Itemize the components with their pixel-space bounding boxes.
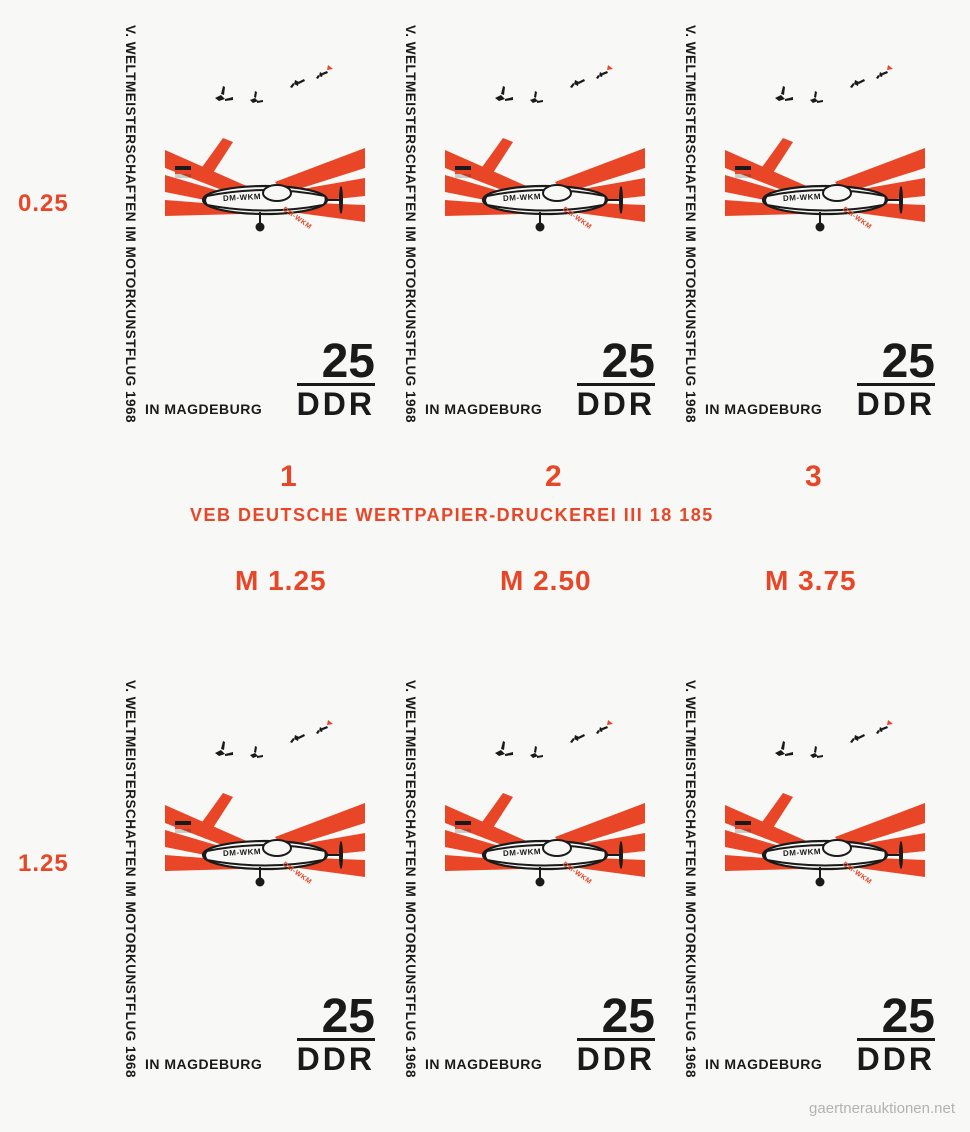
denomination-block: 25 DDR bbox=[577, 340, 655, 420]
column-number-1: 1 bbox=[280, 460, 297, 494]
plane-artwork: DM-WKM DM-WKM bbox=[725, 715, 925, 915]
column-number-3: 3 bbox=[805, 460, 822, 494]
sheet-gutter: 1 2 3 VEB DEUTSCHE WERTPAPIER-DRUCKEREI … bbox=[0, 450, 970, 650]
denomination-value: 25 bbox=[577, 340, 655, 386]
main-plane-icon bbox=[725, 120, 925, 260]
stamp-vertical-text: V. WELTMEISTERSCHAFTEN IM MOTORKUNSTFLUG… bbox=[403, 25, 418, 423]
denomination-value: 25 bbox=[857, 995, 935, 1041]
stamp-location-text: IN MAGDEBURG bbox=[145, 1056, 262, 1072]
stamp-location-text: IN MAGDEBURG bbox=[705, 401, 822, 417]
stamp-3: V. WELTMEISTERSCHAFTEN IM MOTORKUNSTFLUG… bbox=[675, 15, 955, 435]
stamp-location-text: IN MAGDEBURG bbox=[425, 1056, 542, 1072]
country-code: DDR bbox=[857, 1043, 935, 1075]
watermark-text: gaertnerauktionen.net bbox=[809, 1100, 955, 1117]
stamp-location-text: IN MAGDEBURG bbox=[705, 1056, 822, 1072]
plane-artwork: DM-WKM DM-WKM bbox=[165, 715, 365, 915]
stamp-6: V. WELTMEISTERSCHAFTEN IM MOTORKUNSTFLUG… bbox=[675, 670, 955, 1090]
main-plane-icon bbox=[445, 775, 645, 915]
denomination-block: 25 DDR bbox=[297, 995, 375, 1075]
stamp-2: V. WELTMEISTERSCHAFTEN IM MOTORKUNSTFLUG… bbox=[395, 15, 675, 435]
stamp-4: V. WELTMEISTERSCHAFTEN IM MOTORKUNSTFLUG… bbox=[115, 670, 395, 1090]
main-plane-icon bbox=[725, 775, 925, 915]
main-plane-icon bbox=[165, 775, 365, 915]
stamp-vertical-text: V. WELTMEISTERSCHAFTEN IM MOTORKUNSTFLUG… bbox=[123, 680, 138, 1078]
denomination-block: 25 DDR bbox=[297, 340, 375, 420]
plane-artwork: DM-WKM DM-WKM bbox=[445, 60, 645, 260]
column-price-3: M 3.75 bbox=[765, 565, 857, 597]
country-code: DDR bbox=[297, 1043, 375, 1075]
main-plane-icon bbox=[165, 120, 365, 260]
distant-planes-icon bbox=[755, 60, 895, 110]
stamp-location-text: IN MAGDEBURG bbox=[145, 401, 262, 417]
stamp-row-bottom: V. WELTMEISTERSCHAFTEN IM MOTORKUNSTFLUG… bbox=[115, 670, 955, 1090]
distant-planes-icon bbox=[195, 715, 335, 765]
distant-planes-icon bbox=[475, 715, 615, 765]
plane-artwork: DM-WKM DM-WKM bbox=[165, 60, 365, 260]
denomination-block: 25 DDR bbox=[857, 995, 935, 1075]
stamp-1: V. WELTMEISTERSCHAFTEN IM MOTORKUNSTFLUG… bbox=[115, 15, 395, 435]
column-price-2: M 2.50 bbox=[500, 565, 592, 597]
denomination-value: 25 bbox=[857, 340, 935, 386]
plane-artwork: DM-WKM DM-WKM bbox=[725, 60, 925, 260]
distant-planes-icon bbox=[195, 60, 335, 110]
denomination-value: 25 bbox=[297, 995, 375, 1041]
stamp-vertical-text: V. WELTMEISTERSCHAFTEN IM MOTORKUNSTFLUG… bbox=[403, 680, 418, 1078]
stamp-vertical-text: V. WELTMEISTERSCHAFTEN IM MOTORKUNSTFLUG… bbox=[683, 25, 698, 423]
country-code: DDR bbox=[577, 388, 655, 420]
denomination-value: 25 bbox=[297, 340, 375, 386]
denomination-block: 25 DDR bbox=[577, 995, 655, 1075]
country-code: DDR bbox=[297, 388, 375, 420]
distant-planes-icon bbox=[475, 60, 615, 110]
stamp-5: V. WELTMEISTERSCHAFTEN IM MOTORKUNSTFLUG… bbox=[395, 670, 675, 1090]
stamp-vertical-text: V. WELTMEISTERSCHAFTEN IM MOTORKUNSTFLUG… bbox=[123, 25, 138, 423]
country-code: DDR bbox=[857, 388, 935, 420]
stamp-vertical-text: V. WELTMEISTERSCHAFTEN IM MOTORKUNSTFLUG… bbox=[683, 680, 698, 1078]
stamp-location-text: IN MAGDEBURG bbox=[425, 401, 542, 417]
plane-artwork: DM-WKM DM-WKM bbox=[445, 715, 645, 915]
left-margin-value-bottom: 1.25 bbox=[18, 850, 69, 878]
denomination-value: 25 bbox=[577, 995, 655, 1041]
country-code: DDR bbox=[577, 1043, 655, 1075]
main-plane-icon bbox=[445, 120, 645, 260]
column-price-1: M 1.25 bbox=[235, 565, 327, 597]
stamp-row-top: V. WELTMEISTERSCHAFTEN IM MOTORKUNSTFLUG… bbox=[115, 15, 955, 435]
column-number-2: 2 bbox=[545, 460, 562, 494]
distant-planes-icon bbox=[755, 715, 895, 765]
printer-imprint: VEB DEUTSCHE WERTPAPIER-DRUCKEREI III 18… bbox=[190, 505, 714, 526]
denomination-block: 25 DDR bbox=[857, 340, 935, 420]
left-margin-value-top: 0.25 bbox=[18, 190, 69, 218]
